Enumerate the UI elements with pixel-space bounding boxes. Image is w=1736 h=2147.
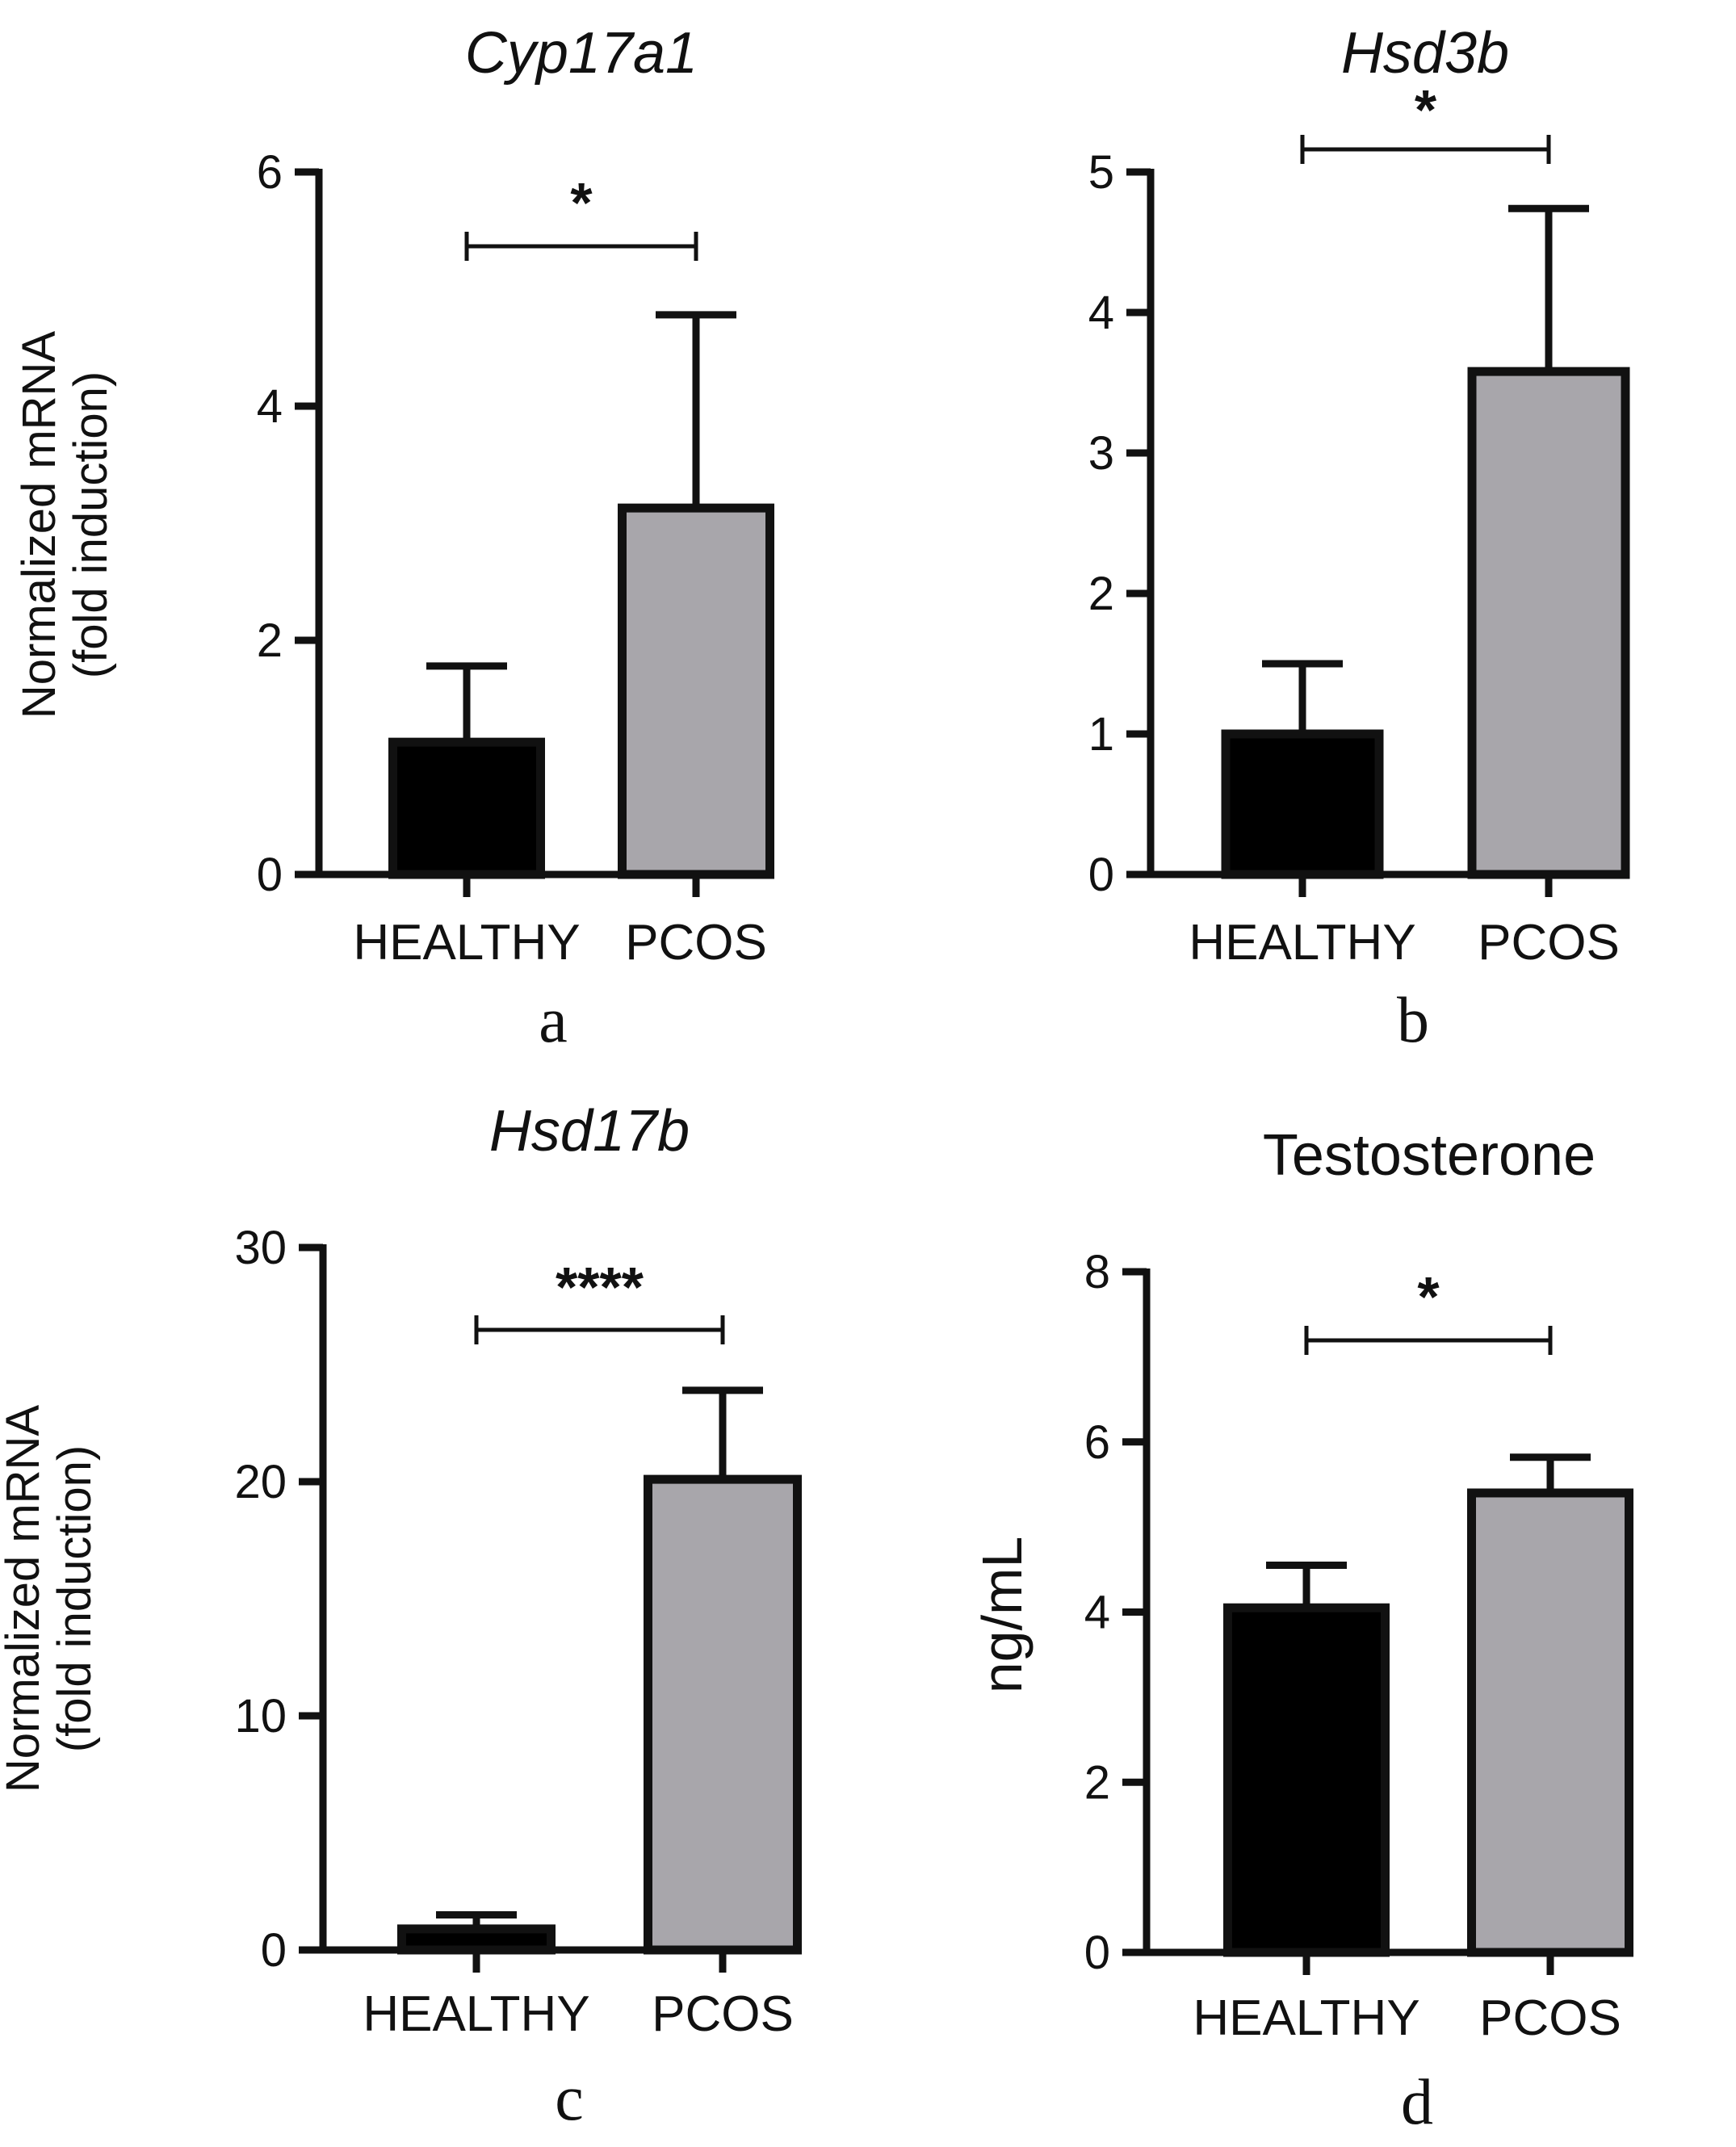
- y-tick-label: 8: [1084, 1246, 1110, 1298]
- chart-title: Testosterone: [1263, 1123, 1596, 1188]
- y-axis-label: (fold induction): [48, 1445, 101, 1752]
- chart-title: Hsd17b: [489, 1099, 690, 1164]
- y-tick-label: 0: [1084, 1927, 1110, 1979]
- x-tick-label: HEALTHY: [1193, 1990, 1419, 2046]
- significance-marker: ****: [556, 1256, 644, 1319]
- y-tick-label: 6: [257, 146, 283, 199]
- y-tick-label: 2: [1088, 568, 1114, 620]
- panel-letter: d: [1401, 2067, 1433, 2138]
- x-tick-label: HEALTHY: [363, 1986, 589, 2042]
- y-tick-label: 2: [1084, 1756, 1110, 1809]
- y-axis-label: Normalized mRNA: [13, 331, 65, 719]
- y-tick-label: 5: [1088, 146, 1114, 199]
- y-tick-label: 30: [234, 1222, 287, 1274]
- bar-healthy: [1223, 1603, 1390, 1957]
- panel-b-hsd3b: Hsd3b 0 1 2 3 4 5 HEALTHY PCOS * b: [1088, 21, 1630, 1056]
- panel-letter: a: [539, 985, 568, 1056]
- y-tick-label: 0: [1088, 849, 1114, 901]
- significance-marker: *: [1417, 1265, 1440, 1328]
- y-tick-label: 0: [261, 1924, 287, 1977]
- bar-healthy: [397, 1924, 556, 1955]
- bar-healthy: [388, 737, 545, 879]
- chart-title: Cyp17a1: [465, 21, 698, 86]
- x-tick-label: PCOS: [652, 1986, 794, 2042]
- bar-pcos: [618, 503, 774, 879]
- panel-c-hsd17b: Hsd17b Normalized mRNA (fold induction) 0 10…: [0, 1099, 802, 2134]
- x-tick-label: PCOS: [1479, 1990, 1621, 2046]
- y-tick-label: 2: [257, 614, 283, 667]
- y-axis-label: ng/mL: [971, 1537, 1034, 1694]
- y-tick-label: 4: [257, 380, 283, 433]
- significance-marker: *: [1415, 78, 1437, 141]
- y-tick-label: 3: [1088, 427, 1114, 480]
- y-tick-label: 10: [234, 1690, 287, 1742]
- y-tick-label: 4: [1084, 1587, 1110, 1639]
- chart-title: Hsd3b: [1341, 21, 1509, 86]
- y-axis-label: Normalized mRNA: [0, 1405, 49, 1793]
- bar-pcos: [1467, 1488, 1633, 1957]
- bar-pcos: [1467, 367, 1630, 879]
- x-tick-label: PCOS: [1478, 915, 1620, 971]
- y-tick-label: 20: [234, 1456, 287, 1508]
- y-axis-label: (fold induction): [65, 371, 117, 678]
- panel-d-testosterone: Testosterone ng/mL 0 2 4 6 8 HEALTHY PCOS * d: [971, 1123, 1633, 2138]
- x-tick-label: HEALTHY: [1189, 915, 1415, 971]
- x-tick-label: PCOS: [625, 915, 767, 971]
- x-tick-label: HEALTHY: [353, 915, 580, 971]
- panel-letter: b: [1397, 985, 1429, 1056]
- bar-pcos: [644, 1474, 802, 1955]
- panel-letter: c: [555, 2063, 584, 2134]
- y-tick-label: 6: [1084, 1416, 1110, 1469]
- panel-a-cyp17a1: Cyp17a1 Normalized mRNA (fold induction) 0 2…: [13, 21, 774, 1056]
- y-tick-label: 1: [1088, 708, 1114, 761]
- significance-marker: *: [570, 171, 593, 234]
- y-tick-label: 0: [257, 849, 283, 901]
- y-tick-label: 4: [1088, 287, 1114, 339]
- bar-healthy: [1221, 729, 1384, 879]
